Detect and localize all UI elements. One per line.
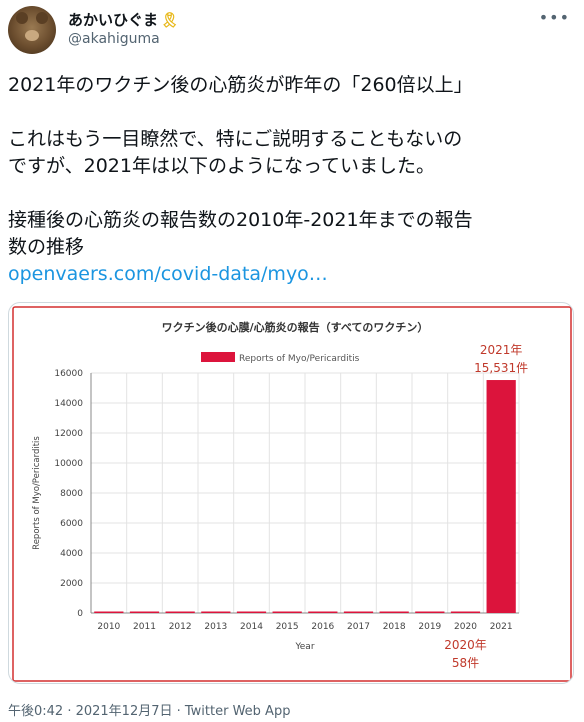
chart-frame xyxy=(12,306,572,682)
x-tick-label: 2014 xyxy=(240,622,263,632)
tweet-line-5: 数の推移 xyxy=(8,236,85,258)
bar-2016 xyxy=(308,611,338,613)
tweet-line-3: ですが、2021年は以下のようになっていました。 xyxy=(8,155,436,177)
bar-2018 xyxy=(379,611,409,613)
x-tick-label: 2010 xyxy=(97,622,120,632)
x-tick-label: 2013 xyxy=(204,622,227,632)
x-tick-label: 2021 xyxy=(490,622,513,632)
x-tick-label: 2016 xyxy=(311,622,334,632)
tweet-link[interactable]: openvaers.com/covid-data/myo… xyxy=(8,263,328,285)
x-tick-label: 2020 xyxy=(454,622,477,632)
chart: ワクチン後の心膜/心筋炎の報告（すべてのワクチン） Reports of Myo/… xyxy=(12,306,572,682)
x-tick-label: 2012 xyxy=(169,622,192,632)
yellow-ribbon-icon: 🎗 xyxy=(160,11,180,29)
annotation-2021-line-1: 2021年 xyxy=(480,343,523,357)
bar-2015 xyxy=(272,611,302,613)
bar-2021 xyxy=(486,380,516,613)
x-tick-label: 2018 xyxy=(383,622,406,632)
y-tick-label: 10000 xyxy=(54,459,83,469)
legend-swatch xyxy=(201,352,235,362)
x-tick-label: 2019 xyxy=(418,622,441,632)
avatar[interactable] xyxy=(8,6,56,54)
x-tick-label: 2015 xyxy=(276,622,299,632)
y-tick-label: 8000 xyxy=(60,489,83,499)
tweet-line-1: 2021年のワクチン後の心筋炎が昨年の「260倍以上」 xyxy=(8,74,473,96)
bar-2013 xyxy=(201,611,231,613)
y-tick-label: 4000 xyxy=(60,549,83,559)
display-name-text[interactable]: あかいひぐま xyxy=(68,11,159,29)
bar-2017 xyxy=(343,611,374,613)
legend-label: Reports of Myo/Pericarditis xyxy=(239,354,360,364)
y-tick-label: 2000 xyxy=(60,579,83,589)
y-tick-label: 0 xyxy=(77,609,83,619)
bar-2012 xyxy=(165,611,195,613)
tweet-text: 2021年のワクチン後の心筋炎が昨年の「260倍以上」 これはもう一目瞭然で、特… xyxy=(8,72,576,288)
bar-2014 xyxy=(236,611,267,613)
y-tick-label: 14000 xyxy=(54,399,83,409)
user-handle[interactable]: @akahiguma xyxy=(68,31,160,47)
tweet-line-4: 接種後の心筋炎の報告数の2010年-2021年までの報告 xyxy=(8,209,473,231)
timestamp[interactable]: 午後0:42 · 2021年12月7日 · Twitter Web App xyxy=(8,704,291,719)
y-tick-label: 6000 xyxy=(60,519,83,529)
media-card[interactable]: ワクチン後の心膜/心筋炎の報告（すべてのワクチン） Reports of Myo/… xyxy=(8,302,574,684)
bar-2010 xyxy=(94,611,124,613)
bar-2019 xyxy=(415,611,445,613)
annotation-2020-line-1: 2020年 xyxy=(444,638,487,652)
bar-2020 xyxy=(450,611,481,613)
annotation-2020-line-2: 58件 xyxy=(452,656,479,670)
x-axis-label: Year xyxy=(294,642,314,652)
more-options-icon[interactable]: ••• xyxy=(538,8,570,27)
y-tick-label: 16000 xyxy=(54,369,83,379)
tweet-line-2: これはもう一目瞭然で、特にご説明することもないの xyxy=(8,128,463,150)
chart-title: ワクチン後の心膜/心筋炎の報告（すべてのワクチン） xyxy=(162,320,429,334)
x-tick-label: 2011 xyxy=(133,622,156,632)
y-tick-label: 12000 xyxy=(54,429,83,439)
annotation-2021-line-2: 15,531件 xyxy=(474,361,528,375)
tweet-header: あかいひぐま 🎗 @akahiguma ••• xyxy=(8,6,576,56)
bar-2011 xyxy=(129,611,160,613)
display-name[interactable]: あかいひぐま 🎗 xyxy=(68,9,179,30)
x-tick-label: 2017 xyxy=(347,622,370,632)
y-axis-label: Reports of Myo/Pericarditis xyxy=(32,436,42,550)
